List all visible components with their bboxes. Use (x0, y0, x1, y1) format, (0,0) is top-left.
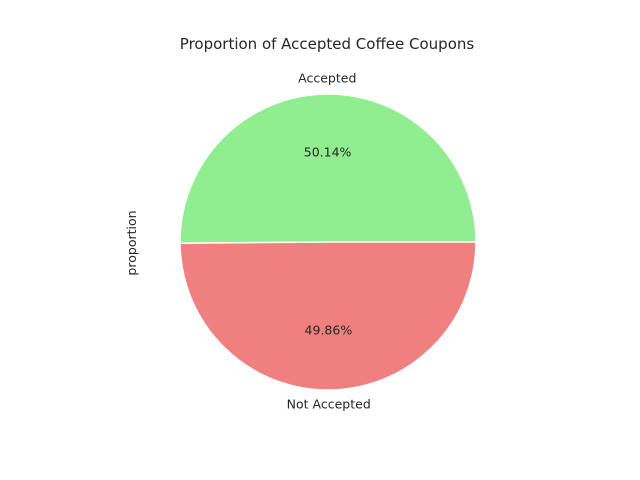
slice-percent-not-accepted: 49.86% (305, 322, 353, 337)
pie-slices (179, 93, 477, 391)
y-axis-label: proportion (124, 210, 139, 275)
pie-labels: Accepted 50.14% Not Accepted 49.86% (287, 71, 371, 412)
slice-percent-accepted: 50.14% (304, 145, 352, 160)
slice-label-accepted: Accepted (298, 71, 356, 86)
chart-title: Proportion of Accepted Coffee Coupons (180, 35, 475, 53)
pie-slice-accepted (179, 93, 477, 245)
pie-slice-not-accepted (179, 241, 477, 391)
slice-label-not-accepted: Not Accepted (287, 396, 371, 411)
